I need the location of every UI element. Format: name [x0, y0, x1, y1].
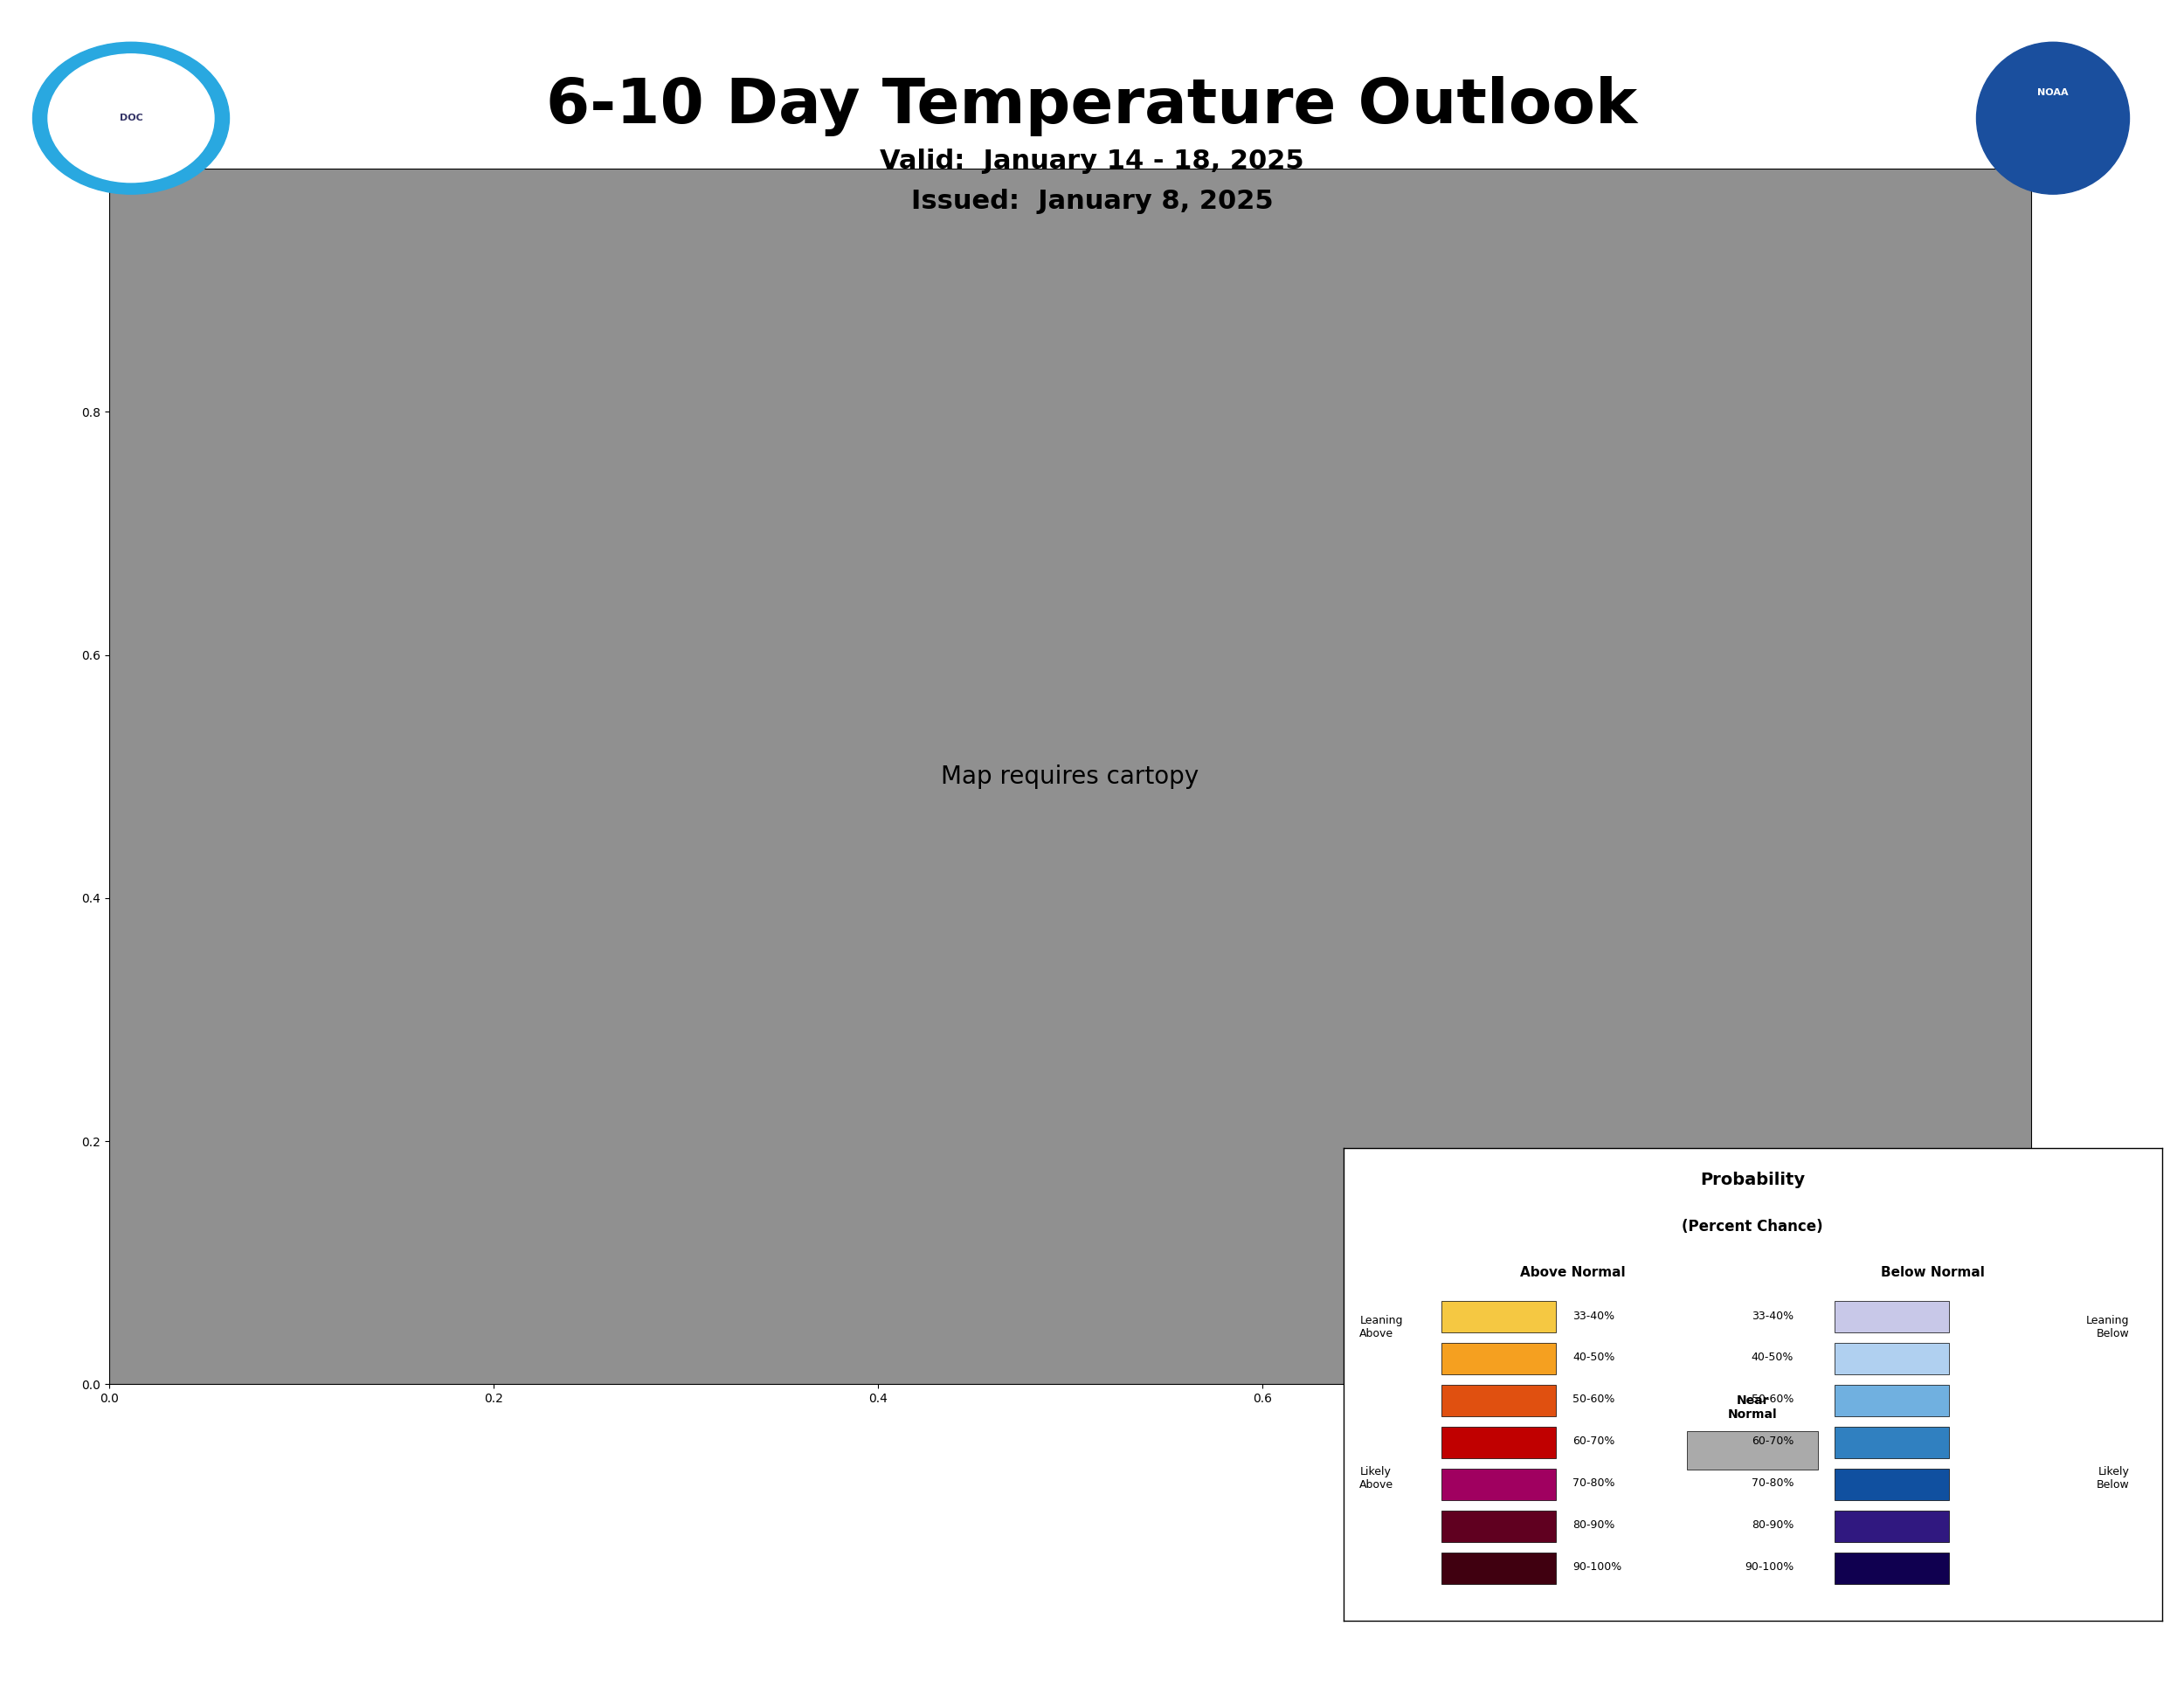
Circle shape — [33, 42, 229, 194]
Text: 90-100%: 90-100% — [1745, 1561, 1793, 1573]
Text: Valid:  January 14 - 18, 2025: Valid: January 14 - 18, 2025 — [880, 149, 1304, 174]
Text: Probability: Probability — [1699, 1171, 1806, 1188]
Text: 70-80%: 70-80% — [1572, 1477, 1614, 1489]
Text: 6-10 Day Temperature Outlook: 6-10 Day Temperature Outlook — [546, 76, 1638, 137]
Text: Below Normal: Below Normal — [1880, 1266, 1985, 1280]
FancyBboxPatch shape — [1835, 1426, 1950, 1458]
FancyBboxPatch shape — [1441, 1301, 1555, 1332]
FancyBboxPatch shape — [1835, 1511, 1950, 1541]
Text: 50-60%: 50-60% — [1572, 1394, 1614, 1404]
Text: 80-90%: 80-90% — [1572, 1519, 1614, 1531]
Text: (Percent Chance): (Percent Chance) — [1682, 1219, 1824, 1234]
FancyBboxPatch shape — [1835, 1344, 1950, 1374]
Text: DOC: DOC — [120, 113, 142, 123]
FancyBboxPatch shape — [1441, 1344, 1555, 1374]
Ellipse shape — [1977, 42, 2129, 194]
FancyBboxPatch shape — [1835, 1553, 1950, 1583]
FancyBboxPatch shape — [1688, 1431, 1817, 1469]
Text: 40-50%: 40-50% — [1752, 1352, 1793, 1364]
Text: 33-40%: 33-40% — [1572, 1310, 1614, 1322]
FancyBboxPatch shape — [1835, 1384, 1950, 1416]
FancyBboxPatch shape — [1441, 1426, 1555, 1458]
FancyBboxPatch shape — [1441, 1469, 1555, 1501]
Text: 60-70%: 60-70% — [1752, 1436, 1793, 1447]
FancyBboxPatch shape — [1441, 1384, 1555, 1416]
Text: Above Normal: Above Normal — [1520, 1266, 1625, 1280]
FancyBboxPatch shape — [1835, 1301, 1950, 1332]
Text: NOAA: NOAA — [2038, 88, 2068, 98]
Text: 40-50%: 40-50% — [1572, 1352, 1614, 1364]
FancyBboxPatch shape — [1835, 1469, 1950, 1501]
Text: Likely
Below: Likely Below — [2097, 1467, 2129, 1491]
FancyBboxPatch shape — [1441, 1553, 1555, 1583]
Text: Issued:  January 8, 2025: Issued: January 8, 2025 — [911, 189, 1273, 214]
Text: 60-70%: 60-70% — [1572, 1436, 1614, 1447]
Text: 70-80%: 70-80% — [1752, 1477, 1793, 1489]
Text: Leaning
Above: Leaning Above — [1358, 1315, 1402, 1340]
Text: Near
Normal: Near Normal — [1728, 1394, 1778, 1421]
Text: 50-60%: 50-60% — [1752, 1394, 1793, 1404]
Text: 33-40%: 33-40% — [1752, 1310, 1793, 1322]
Text: Likely
Above: Likely Above — [1358, 1467, 1393, 1491]
Text: Map requires cartopy: Map requires cartopy — [941, 765, 1199, 788]
Text: 80-90%: 80-90% — [1752, 1519, 1793, 1531]
FancyBboxPatch shape — [1441, 1511, 1555, 1541]
Text: Leaning
Below: Leaning Below — [2086, 1315, 2129, 1340]
Circle shape — [48, 54, 214, 182]
Text: 90-100%: 90-100% — [1572, 1561, 1621, 1573]
